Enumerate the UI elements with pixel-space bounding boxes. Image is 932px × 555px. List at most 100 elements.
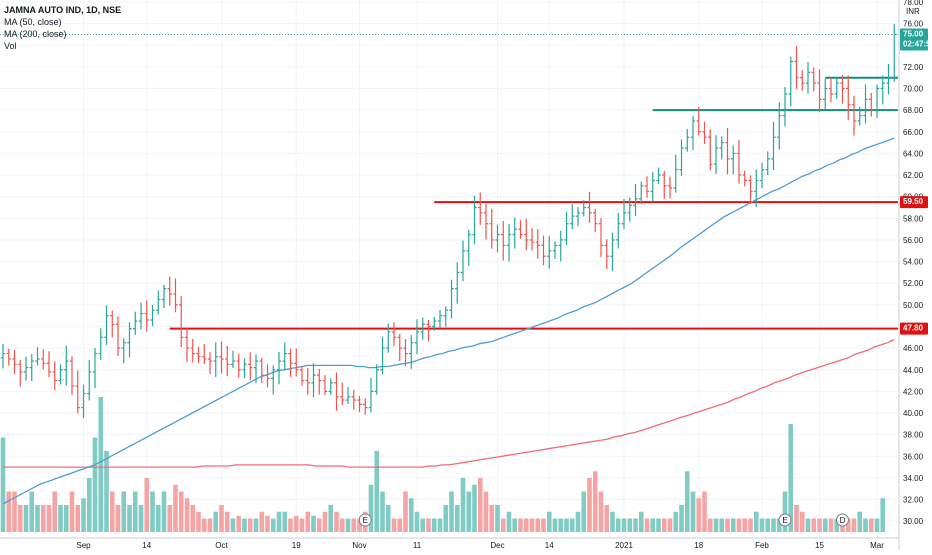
time-tick-label: 14 bbox=[142, 541, 151, 550]
ohlc-bar bbox=[75, 370, 80, 414]
ohlc-bar bbox=[282, 342, 287, 371]
ohlc-bar bbox=[460, 240, 466, 282]
ohlc-bar bbox=[311, 363, 316, 398]
ohlc-bar bbox=[840, 74, 845, 104]
volume-bar bbox=[730, 518, 736, 532]
price-tag-bg bbox=[900, 196, 928, 209]
volume-bar bbox=[17, 505, 23, 532]
price-tick-label: 32.00 bbox=[903, 496, 924, 505]
volume-bar bbox=[52, 491, 58, 532]
ohlc-bar bbox=[621, 198, 627, 230]
ohlc-bar bbox=[357, 395, 362, 413]
volume-bar bbox=[696, 498, 702, 532]
time-tick-label: 11 bbox=[413, 541, 422, 550]
volume-bar bbox=[339, 518, 345, 532]
ohlc-bar bbox=[110, 310, 115, 338]
ohlc-bar bbox=[616, 212, 621, 249]
volume-bar bbox=[81, 498, 86, 532]
ohlc-bar bbox=[98, 328, 103, 360]
ohlc-bar bbox=[225, 345, 230, 376]
volume-bar bbox=[771, 518, 776, 532]
ohlc-bar bbox=[121, 338, 126, 364]
ohlc-bar bbox=[230, 350, 236, 368]
ohlc-bar bbox=[18, 360, 23, 387]
volume-bar bbox=[0, 437, 6, 532]
ohlc-bar bbox=[202, 343, 207, 364]
volume-bar bbox=[564, 518, 569, 532]
ohlc-bar bbox=[863, 84, 868, 124]
ma200-legend[interactable]: MA (200, close) bbox=[4, 29, 67, 39]
ohlc-bar bbox=[754, 169, 759, 208]
volume-bar bbox=[506, 511, 512, 532]
ohlc-bar bbox=[64, 345, 69, 386]
ohlc-bar bbox=[207, 352, 213, 375]
ma50-legend[interactable]: MA (50, close) bbox=[4, 17, 62, 27]
ohlc-bar bbox=[765, 151, 770, 175]
ohlc-bar bbox=[449, 279, 454, 319]
ohlc-bar bbox=[190, 339, 195, 363]
price-axis[interactable]: 30.00 32.00 34.00 36.00 38.00 40.00 42.00 44.00… bbox=[898, 0, 924, 550]
volume-bar bbox=[805, 518, 811, 532]
volume-bar bbox=[863, 518, 868, 532]
ohlc-bar bbox=[167, 276, 172, 306]
time-tick-label: 2021 bbox=[615, 541, 633, 550]
volume-bar bbox=[535, 518, 541, 532]
volume-bar bbox=[276, 511, 282, 532]
ohlc-bar bbox=[719, 136, 724, 160]
volume-bar bbox=[408, 498, 414, 532]
volume-bar bbox=[138, 505, 144, 532]
time-tick-label: Mar bbox=[870, 541, 884, 550]
volume-bar bbox=[150, 491, 155, 532]
price-tick-label: 36.00 bbox=[903, 452, 924, 461]
ohlc-bar bbox=[512, 217, 517, 249]
volume-bar bbox=[167, 505, 173, 532]
event-circle bbox=[358, 513, 372, 527]
ohlc-bar bbox=[748, 175, 753, 204]
volume-bar bbox=[104, 451, 109, 532]
volume-bar bbox=[6, 491, 12, 532]
ohlc-bar bbox=[489, 208, 494, 249]
ohlc-bar bbox=[41, 349, 46, 370]
volume-bar bbox=[794, 505, 799, 532]
volume-bar bbox=[817, 518, 822, 532]
volume-bar bbox=[334, 511, 339, 532]
volume-bar bbox=[431, 518, 437, 532]
volume-legend[interactable]: Vol bbox=[4, 41, 17, 51]
price-tick-label: 72.00 bbox=[903, 63, 924, 72]
ohlc-bar bbox=[501, 221, 506, 261]
ohlc-bar bbox=[345, 387, 351, 404]
ohlc-bar bbox=[742, 170, 747, 187]
ohlc-bar bbox=[708, 129, 713, 171]
ohlc-bar bbox=[685, 128, 690, 152]
ohlc-bar bbox=[610, 232, 615, 272]
ohlc-bar bbox=[161, 284, 167, 309]
price-tag-text: 59.50 bbox=[903, 197, 924, 206]
volume-bar bbox=[512, 518, 518, 532]
time-tick-label: 19 bbox=[292, 541, 301, 550]
volume-bar bbox=[86, 478, 92, 532]
ohlc-bar bbox=[552, 241, 558, 259]
ohlc-bar bbox=[58, 364, 63, 385]
volume-bar bbox=[495, 505, 500, 532]
volume-bar bbox=[477, 478, 483, 532]
volume-bar bbox=[322, 511, 328, 532]
volume-bar bbox=[713, 518, 719, 532]
price-tick-label: 44.00 bbox=[903, 366, 924, 375]
volume-bar bbox=[207, 518, 213, 532]
volume-bar bbox=[621, 518, 627, 532]
ohlc-bar bbox=[29, 354, 34, 381]
currency-label: INR bbox=[906, 7, 920, 16]
ohlc-bar bbox=[127, 322, 132, 358]
ohlc-bar bbox=[817, 69, 822, 113]
ohlc-bar bbox=[880, 75, 885, 105]
symbol-title[interactable]: JAMNA AUTO IND, 1D, NSE bbox=[4, 5, 122, 15]
time-axis[interactable]: Sep 14 Oct 19 Nov 11 Dec 14 2021 18 Feb 15 Mar bbox=[0, 537, 899, 550]
volume-bar bbox=[753, 511, 759, 532]
volume-bar bbox=[190, 505, 196, 532]
volume-bar bbox=[196, 511, 201, 532]
volume-bar bbox=[489, 505, 495, 532]
ohlc-bar bbox=[558, 230, 563, 262]
volume-bar bbox=[581, 491, 587, 532]
